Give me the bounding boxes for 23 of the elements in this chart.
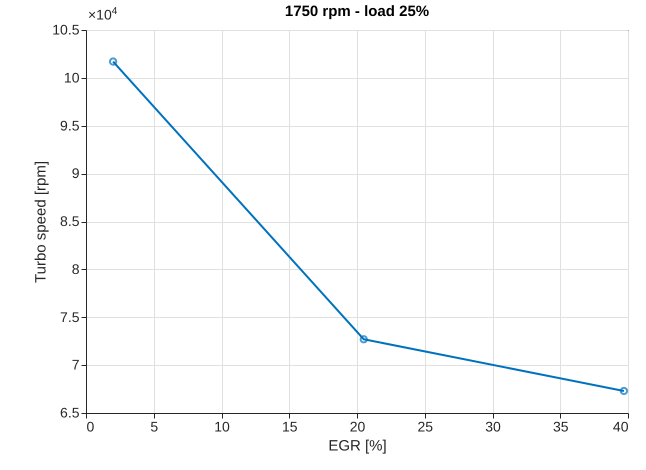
text: ×10$^{4}$ [88,6,118,23]
x-tick-label: 30 [485,418,501,434]
point [360,335,368,344]
x-axis-title: EGR [%] [328,438,387,454]
x-tick-label: 20 [350,418,366,434]
x-tick-label: 25 [417,418,434,434]
x-tick-label: 0 [86,418,94,434]
y-tick-label: 9 [72,165,80,182]
chart-title: 1750 rpm - load 25% [284,3,430,20]
y-tick-label: 6.5 [60,404,80,420]
y-tick-label: 10.5 [52,22,80,38]
y-tick-label: 7 [72,356,80,373]
y-tick-label: 10 [64,69,80,86]
y-tick-label: 9.5 [60,117,80,134]
x-tick-label: 40 [612,418,629,434]
x-tick-label: 35 [552,418,569,434]
y-tick-label: 7.5 [60,308,80,325]
y-tick-label: 8.5 [60,213,80,229]
x-tick-label: 15 [282,418,298,434]
y-axis-title: Turbo speed [rpm] [32,161,50,283]
y-tick-label: 8 [72,260,80,277]
x-tick-label: 10 [214,418,230,434]
x-tick-label: 5 [150,418,158,434]
